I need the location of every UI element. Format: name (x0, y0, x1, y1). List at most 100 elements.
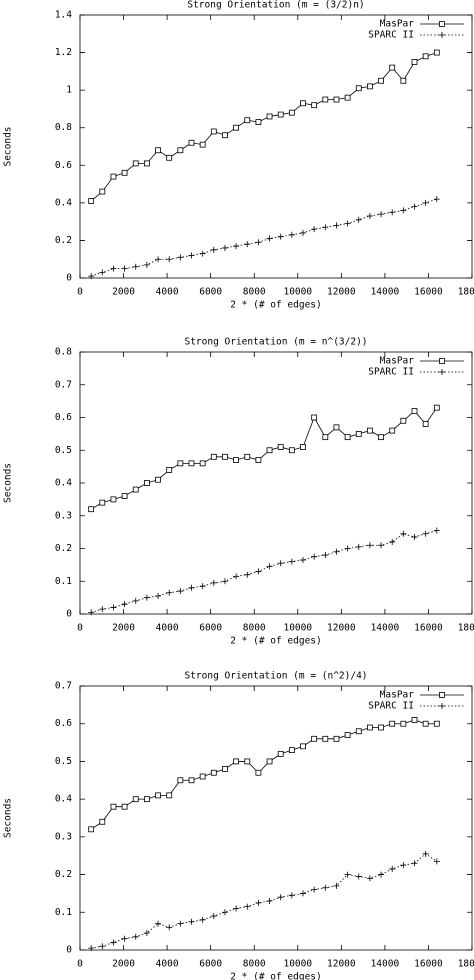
marker (322, 552, 329, 559)
marker (121, 265, 128, 272)
marker (210, 453, 217, 460)
marker (255, 769, 262, 776)
marker (166, 792, 173, 799)
marker (199, 916, 206, 923)
marker (344, 220, 351, 227)
marker (199, 250, 206, 257)
legend-marker (439, 692, 445, 698)
marker (210, 579, 217, 586)
marker (333, 735, 340, 742)
plot-frame (79, 351, 473, 615)
y-tick-label: 0.4 (55, 794, 72, 805)
marker (88, 826, 95, 833)
marker (355, 216, 362, 223)
marker (99, 269, 106, 276)
y-tick-label: 0.2 (55, 869, 72, 880)
marker (378, 871, 385, 878)
marker (433, 404, 440, 411)
marker (188, 139, 195, 146)
marker (144, 796, 150, 803)
marker (110, 939, 117, 946)
marker (99, 188, 106, 195)
marker (222, 132, 228, 139)
marker (88, 198, 95, 204)
marker (422, 850, 429, 857)
marker (99, 606, 106, 613)
marker (99, 943, 106, 950)
marker (311, 414, 318, 421)
marker (322, 884, 329, 891)
y-tick-label: 0.8 (55, 347, 72, 358)
marker (244, 241, 251, 248)
y-axis-label: Seconds (3, 463, 14, 503)
marker (378, 434, 384, 441)
x-axis-label: 2 * (# of edges) (230, 636, 322, 647)
marker (233, 573, 240, 580)
marker (255, 457, 262, 463)
plot-frame (79, 685, 473, 951)
marker (255, 119, 262, 125)
x-tick-label: 18000 (458, 623, 474, 634)
marker (143, 261, 150, 268)
marker (132, 796, 139, 803)
marker (233, 124, 240, 131)
marker (177, 147, 184, 154)
marker (367, 83, 373, 90)
marker (132, 160, 139, 167)
marker (166, 154, 173, 161)
marker (300, 229, 307, 236)
marker (177, 588, 184, 595)
y-tick-label: 0.4 (55, 478, 72, 489)
marker (210, 769, 217, 776)
marker (221, 909, 228, 916)
marker (300, 556, 307, 563)
marker (288, 747, 295, 754)
marker (389, 720, 396, 727)
marker (411, 59, 418, 65)
x-tick-label: 16000 (414, 623, 443, 634)
y-tick-label: 0.6 (55, 160, 72, 171)
y-axis-label: Seconds (3, 798, 14, 838)
plot-frame (79, 14, 473, 279)
marker (422, 421, 429, 427)
marker (378, 542, 385, 549)
marker (333, 882, 340, 889)
marker (433, 196, 440, 203)
y-tick-label: 0.2 (55, 235, 72, 246)
marker (411, 408, 418, 414)
marker (378, 211, 385, 218)
marker (355, 543, 362, 550)
x-tick-label: 10000 (283, 623, 312, 634)
marker (422, 53, 429, 60)
marker (333, 548, 340, 555)
marker (177, 920, 184, 927)
y-tick-label: 0.3 (55, 510, 72, 521)
marker (121, 803, 128, 810)
marker (333, 222, 340, 229)
x-tick-label: 6000 (199, 287, 222, 298)
marker (277, 111, 284, 118)
marker (255, 568, 262, 575)
marker (132, 263, 139, 270)
y-tick-label: 0.6 (55, 412, 72, 423)
y-tick-label: 0.5 (55, 445, 72, 456)
y-tick-label: 0.6 (55, 718, 72, 729)
marker (389, 427, 396, 434)
marker (110, 604, 117, 611)
y-tick-label: 0.1 (55, 907, 72, 918)
marker (155, 147, 161, 154)
marker (344, 94, 351, 101)
marker (121, 935, 128, 942)
x-tick-label: 2000 (112, 623, 135, 634)
marker (177, 460, 184, 467)
marker (210, 913, 217, 920)
series-line (90, 719, 437, 830)
marker (143, 594, 150, 601)
marker (99, 499, 106, 506)
x-tick-label: 6000 (199, 623, 222, 634)
x-tick-label: 18000 (458, 959, 474, 970)
marker (322, 96, 329, 103)
marker (199, 773, 206, 780)
